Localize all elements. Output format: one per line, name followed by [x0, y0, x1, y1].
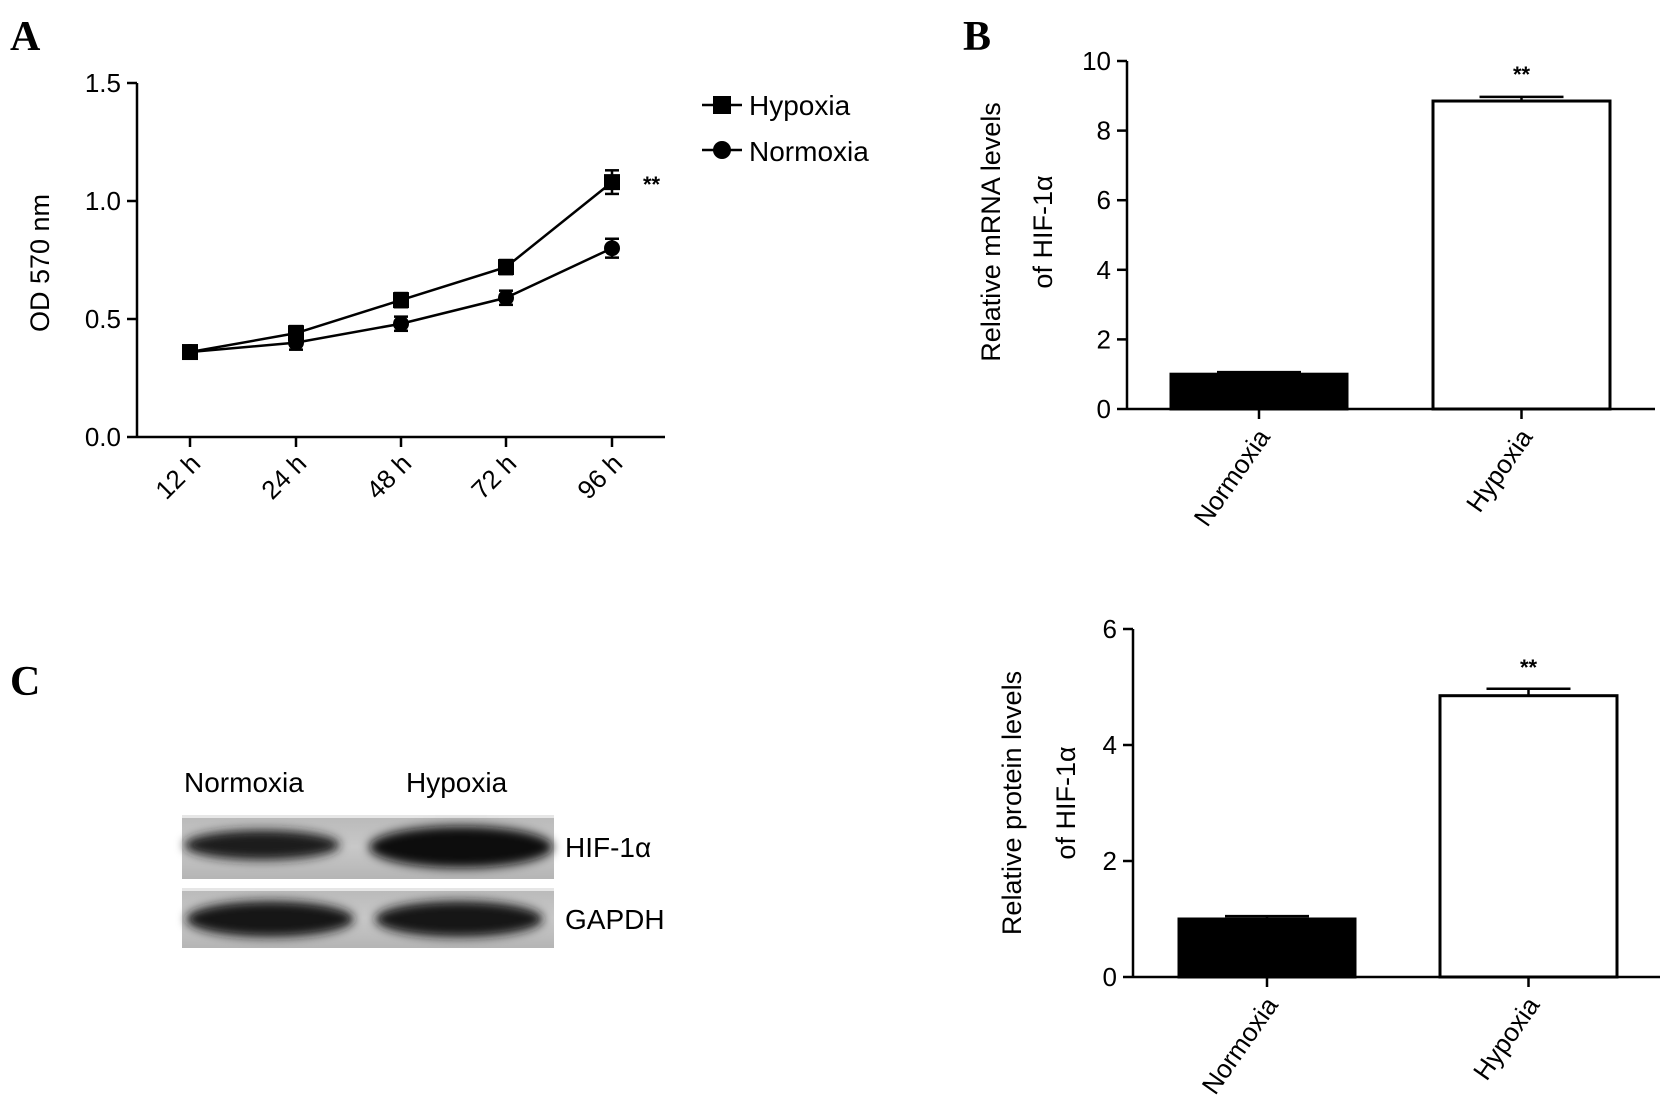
- x-tick-label: Normoxia: [1188, 423, 1277, 532]
- y-axis-title-line1: Relative protein levels: [997, 671, 1027, 935]
- x-tick-label: 96 h: [571, 448, 628, 505]
- y-tick-label: 6: [1097, 185, 1111, 215]
- y-tick-label: 4: [1103, 730, 1117, 760]
- y-tick-label: 8: [1097, 116, 1111, 146]
- bar-chart-protein: Relative protein levels of HIF-1α 0 2 4 6 *…: [997, 614, 1660, 1100]
- band-hif1a-normoxia: [184, 830, 340, 860]
- band-label-gapdh: GAPDH: [565, 904, 665, 935]
- y-tick-label: 1.5: [85, 68, 121, 98]
- bar-normoxia: [1177, 917, 1357, 979]
- legend: Hypoxia Normoxia: [702, 90, 869, 167]
- series-group: [182, 169, 620, 361]
- bar-hypoxia: [1431, 99, 1612, 411]
- legend-item-normoxia: Normoxia: [702, 136, 869, 167]
- western-blot: Normoxia Hypoxia HIF-1α GAPDH: [182, 767, 665, 948]
- bars: **: [1177, 655, 1619, 979]
- y-tick-label: 2: [1097, 324, 1111, 354]
- band-hif1a-hypoxia: [369, 826, 553, 868]
- significance-marker: **: [1513, 62, 1531, 87]
- y-tick-label: 0.0: [85, 422, 121, 452]
- y-tick-label: 0: [1097, 394, 1111, 424]
- band-label-hif1a: HIF-1α: [565, 832, 651, 863]
- y-axis-title-line2: of HIF-1α: [1028, 175, 1058, 288]
- data-point-circle: [288, 334, 304, 351]
- blot-strip-gapdh: [182, 888, 554, 948]
- legend-item-hypoxia: Hypoxia: [702, 90, 851, 121]
- lane-label-hypoxia: Hypoxia: [406, 767, 508, 798]
- panel-label-a: A: [10, 14, 41, 60]
- y-tick-label: 1.0: [85, 186, 121, 216]
- y-tick-label: 10: [1082, 46, 1111, 76]
- significance-marker: **: [1520, 655, 1538, 680]
- y-tick-label: 6: [1103, 614, 1117, 644]
- legend-label-normoxia: Normoxia: [749, 136, 869, 167]
- lane-label-normoxia: Normoxia: [184, 767, 304, 798]
- line-chart-od570: OD 570 nm 0.0 0.5 1.0 1.5 12 h 24 h 48 h 72 h 9…: [25, 68, 869, 505]
- y-tick-label: 0: [1103, 962, 1117, 992]
- panel-label-c: C: [10, 659, 40, 705]
- significance-marker: **: [643, 172, 661, 197]
- blot-edge: [182, 888, 554, 891]
- legend-marker-square: [713, 96, 731, 114]
- y-tick-label: 2: [1103, 846, 1117, 876]
- legend-label-hypoxia: Hypoxia: [749, 90, 851, 121]
- x-tick-label: 24 h: [255, 448, 312, 505]
- data-point-square: [604, 174, 620, 191]
- x-ticks: Normoxia Hypoxia: [1188, 409, 1539, 532]
- bars: **: [1169, 62, 1612, 411]
- y-ticks: 0 2 4 6 8 10: [1082, 46, 1127, 424]
- x-tick-label: Hypoxia: [1460, 423, 1539, 518]
- y-axis-title-line1: Relative mRNA levels: [976, 102, 1006, 362]
- y-tick-label: 4: [1097, 255, 1111, 285]
- y-axis-title-line2: of HIF-1α: [1051, 746, 1081, 859]
- y-axis-title: OD 570 nm: [25, 194, 55, 332]
- panel-label-b: B: [963, 14, 991, 60]
- y-tick-label: 0.5: [85, 304, 121, 334]
- legend-marker-circle: [713, 141, 731, 159]
- y-ticks: 0 2 4 6: [1103, 614, 1133, 992]
- bar-hypoxia: [1438, 694, 1619, 979]
- x-tick-label: Normoxia: [1196, 991, 1285, 1100]
- band-gapdh-normoxia: [186, 901, 354, 937]
- x-tick-label: 72 h: [465, 448, 522, 505]
- blot-edge: [182, 815, 554, 818]
- blot-strip-hif1a: [182, 815, 554, 879]
- x-tick-label: 12 h: [149, 448, 206, 505]
- data-point-circle: [604, 240, 620, 257]
- band-gapdh-hypoxia: [375, 901, 543, 937]
- bar-normoxia: [1169, 372, 1349, 411]
- x-ticks: Normoxia Hypoxia: [1196, 977, 1546, 1100]
- bar-chart-mrna: Relative mRNA levels of HIF-1α 0 2 4 6 8 10 *…: [976, 46, 1655, 532]
- data-point-circle: [498, 289, 514, 306]
- x-tick-label: 48 h: [360, 448, 417, 505]
- x-tick-label: Hypoxia: [1467, 991, 1546, 1086]
- data-point-square: [498, 259, 514, 276]
- data-point-square: [393, 292, 409, 309]
- data-point-circle: [393, 315, 409, 332]
- y-ticks: 0.0 0.5 1.0 1.5: [85, 68, 137, 452]
- data-point-circle: [182, 344, 198, 361]
- x-ticks: 12 h 24 h 48 h 72 h 96 h: [149, 437, 628, 505]
